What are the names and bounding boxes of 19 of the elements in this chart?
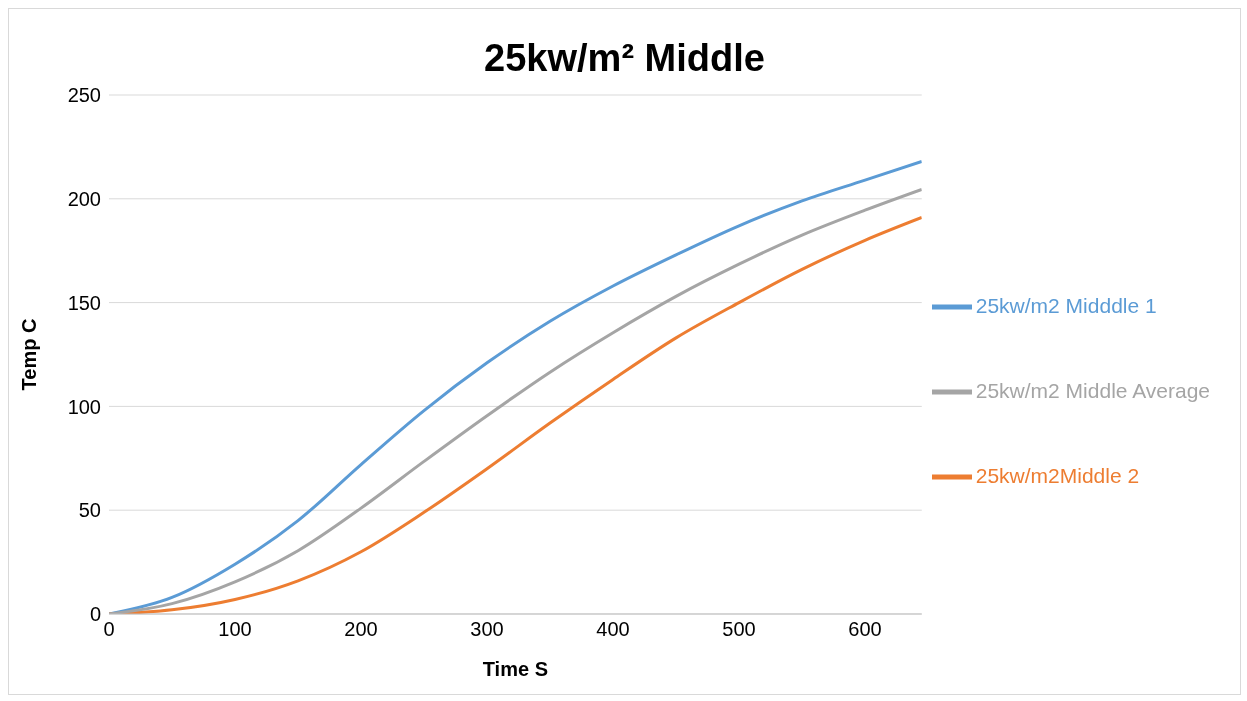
x-tick-label: 200 <box>344 618 378 641</box>
y-tick-label: 0 <box>89 603 101 626</box>
x-tick-label: 600 <box>848 618 882 641</box>
y-tick-label: 50 <box>78 499 101 522</box>
x-axis-title: Time S <box>482 658 548 680</box>
y-tick-label: 100 <box>67 395 101 418</box>
y-tick-label: 150 <box>67 291 101 314</box>
x-tick-label: 100 <box>218 618 252 641</box>
x-tick-label: 0 <box>103 618 115 641</box>
x-tick-label: 300 <box>470 618 504 641</box>
legend-label: 25kw/m2Middle 2 <box>975 464 1140 487</box>
y-axis-title: Temp C <box>18 318 41 391</box>
chart-title: 25kw/m² Middle <box>484 37 765 79</box>
y-tick-label: 250 <box>67 84 101 107</box>
x-tick-label: 400 <box>596 618 630 641</box>
x-tick-label: 500 <box>722 618 756 641</box>
y-tick-label: 200 <box>67 187 101 210</box>
legend-label: 25kw/m2 Midddle 1 <box>975 294 1157 317</box>
legend-label: 25kw/m2 Middle Average <box>975 379 1210 402</box>
